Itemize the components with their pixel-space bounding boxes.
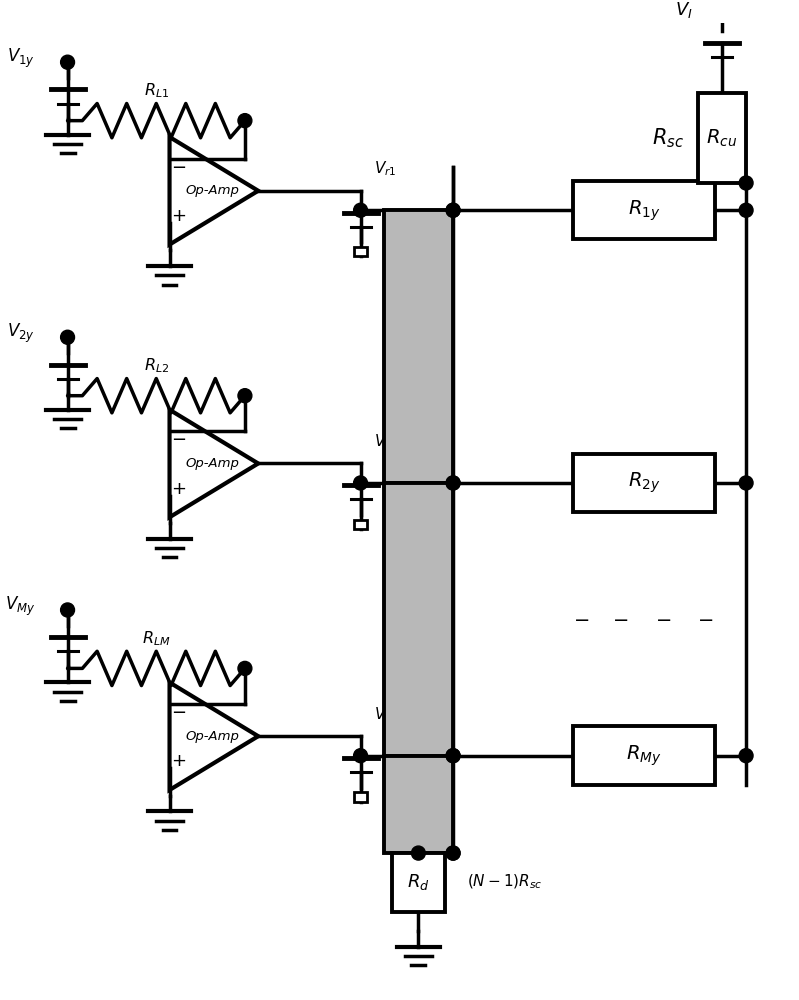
Text: $(N-1)R_{sc}$: $(N-1)R_{sc}$ [467, 873, 543, 891]
Text: $V_{r2}$: $V_{r2}$ [375, 432, 397, 451]
Circle shape [739, 749, 753, 763]
Bar [354, 792, 367, 802]
Circle shape [446, 846, 460, 860]
Circle shape [446, 203, 460, 217]
Text: $R_{LM}$: $R_{LM}$ [142, 629, 170, 648]
Text: Op-Amp: Op-Amp [185, 730, 239, 743]
Text: $V_{My}$: $V_{My}$ [5, 594, 35, 618]
Text: $V_{r1}$: $V_{r1}$ [375, 160, 397, 178]
Text: $R_{1y}$: $R_{1y}$ [628, 198, 660, 223]
Text: $R_{cu}$: $R_{cu}$ [706, 128, 737, 149]
Bar [354, 520, 367, 529]
Circle shape [61, 55, 74, 69]
Text: $R_{L1}$: $R_{L1}$ [144, 82, 169, 100]
Text: $R_{sc}$: $R_{sc}$ [652, 126, 684, 150]
Text: $R_{L2}$: $R_{L2}$ [144, 357, 169, 375]
Circle shape [446, 846, 460, 860]
Bar [573, 726, 715, 785]
Circle shape [446, 476, 460, 490]
Bar [384, 483, 453, 756]
Circle shape [739, 176, 753, 190]
Circle shape [739, 476, 753, 490]
Circle shape [446, 749, 460, 763]
Text: Op-Amp: Op-Amp [185, 184, 239, 197]
Text: $-$: $-$ [171, 157, 186, 175]
Text: $+$: $+$ [171, 752, 186, 770]
Text: $+$: $+$ [171, 207, 186, 225]
Bar [354, 247, 367, 256]
Circle shape [739, 203, 753, 217]
Text: $V_I$: $V_I$ [675, 0, 693, 20]
Circle shape [238, 389, 252, 403]
Circle shape [446, 749, 460, 763]
Text: $-$: $-$ [171, 429, 186, 447]
Circle shape [411, 846, 425, 860]
Circle shape [238, 661, 252, 675]
Circle shape [238, 114, 252, 128]
Text: $V_{rM}$: $V_{rM}$ [375, 705, 400, 724]
Bar [384, 756, 453, 853]
Bar [573, 454, 715, 512]
Text: Op-Amp: Op-Amp [185, 457, 239, 470]
Text: $R_d$: $R_d$ [407, 872, 430, 892]
Text: $R_{2y}$: $R_{2y}$ [628, 471, 660, 495]
Circle shape [354, 476, 368, 490]
Bar [384, 210, 453, 483]
Bar [698, 93, 746, 183]
Circle shape [61, 330, 74, 344]
Text: $V_{1y}$: $V_{1y}$ [7, 47, 35, 70]
Bar [392, 853, 444, 912]
Bar [573, 181, 715, 239]
Text: $-$: $-$ [171, 702, 186, 720]
Circle shape [354, 749, 368, 763]
Circle shape [61, 603, 74, 617]
Circle shape [354, 203, 368, 217]
Circle shape [446, 203, 460, 217]
Text: $+$: $+$ [171, 480, 186, 498]
Text: $R_{My}$: $R_{My}$ [626, 743, 662, 768]
Text: $V_{2y}$: $V_{2y}$ [7, 322, 35, 345]
Text: $-\quad -\quad -\quad -$: $-\quad -\quad -\quad -$ [574, 610, 714, 628]
Circle shape [446, 476, 460, 490]
